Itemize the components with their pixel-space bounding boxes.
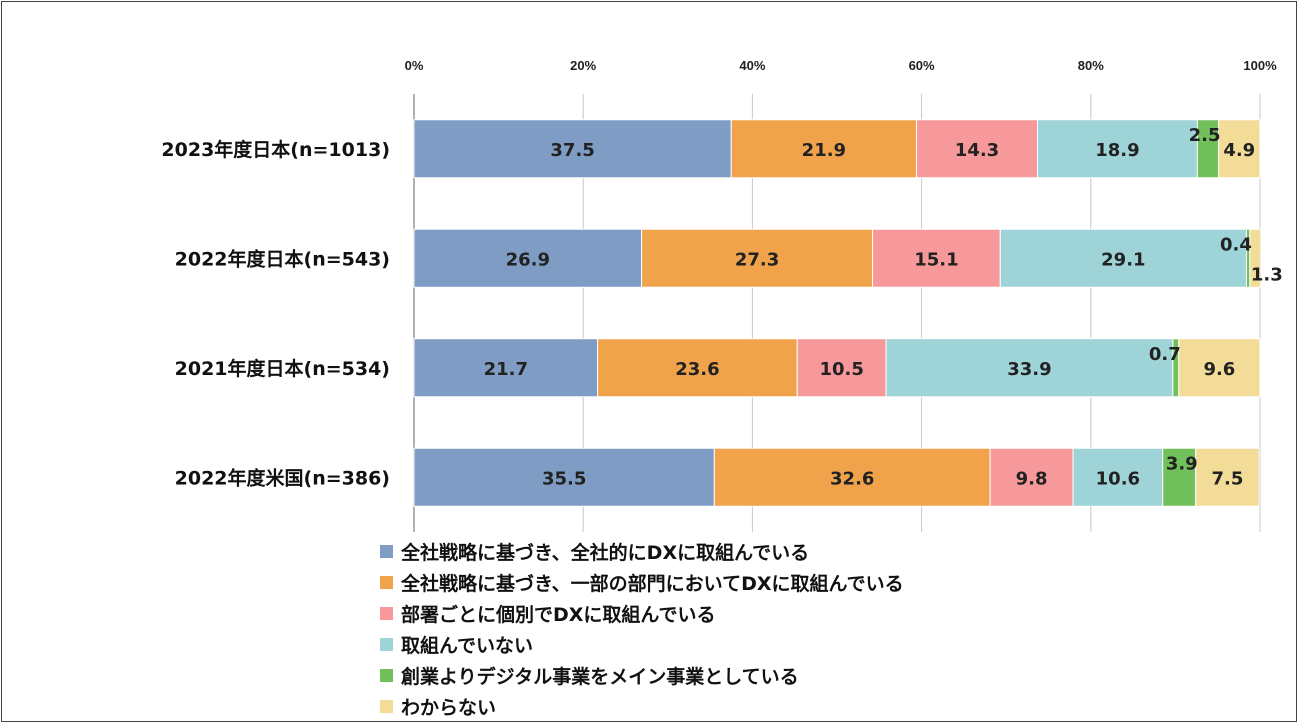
- bar-segment: [989, 447, 1074, 507]
- bar-segment: [713, 447, 991, 507]
- legend-label: 全社戦略に基づき、全社的にDXに取組んでいる: [401, 542, 810, 564]
- data-label: 21.9: [802, 140, 846, 161]
- legend-item: 全社戦略に基づき、全社的にDXに取組んでいる: [380, 536, 904, 567]
- x-tick-label: 40%: [739, 58, 765, 73]
- bar-segment: [413, 119, 732, 179]
- data-label: 32.6: [830, 468, 874, 489]
- data-label: 37.5: [550, 140, 594, 161]
- bar-segment: [1072, 447, 1164, 507]
- data-label: 14.3: [955, 140, 999, 161]
- data-label: 27.3: [735, 249, 779, 270]
- legend-item: わからない: [380, 691, 904, 722]
- data-label: 3.9: [1166, 453, 1198, 474]
- legend: 全社戦略に基づき、全社的にDXに取組んでいる全社戦略に基づき、一部の部門において…: [380, 536, 904, 722]
- data-label: 26.9: [506, 249, 550, 270]
- data-label: 0.7: [1149, 344, 1181, 365]
- bar-segment: [413, 228, 643, 288]
- x-tick-label: 80%: [1078, 58, 1104, 73]
- bar-segment: [885, 338, 1174, 398]
- category-label: 2023年度日本(n=1013): [161, 138, 390, 161]
- x-tick-label: 20%: [570, 58, 596, 73]
- data-label: 15.1: [914, 249, 958, 270]
- x-tick-label: 60%: [909, 58, 935, 73]
- data-label: 10.5: [819, 359, 863, 380]
- category-label: 2021年度日本(n=534): [175, 357, 390, 380]
- legend-item: 全社戦略に基づき、一部の部門においてDXに取組んでいる: [380, 567, 904, 598]
- legend-swatch: [380, 700, 393, 713]
- legend-label: 全社戦略に基づき、一部の部門においてDXに取組んでいる: [401, 573, 904, 595]
- legend-swatch: [380, 545, 393, 558]
- data-label: 33.9: [1007, 359, 1051, 380]
- data-label: 21.7: [484, 359, 528, 380]
- bar-segment: [1178, 338, 1261, 398]
- data-label: 35.5: [542, 468, 586, 489]
- x-tick-label: 0%: [405, 58, 424, 73]
- legend-item: 取組んでいない: [380, 629, 904, 660]
- bar-segment: [1195, 447, 1260, 507]
- bar-segment: [1249, 228, 1262, 288]
- data-label: 10.6: [1096, 468, 1140, 489]
- data-label: 1.3: [1251, 264, 1283, 285]
- data-label: 4.9: [1223, 140, 1255, 161]
- bar-segment: [597, 338, 798, 398]
- legend-item: 部署ごとに個別でDXに取組んでいる: [380, 598, 904, 629]
- data-label: 18.9: [1095, 140, 1139, 161]
- data-label: 2.5: [1189, 125, 1221, 146]
- data-label: 9.6: [1203, 359, 1235, 380]
- bar-segment: [1037, 119, 1198, 179]
- x-tick-label: 100%: [1243, 58, 1277, 73]
- bar-segment: [413, 447, 715, 507]
- legend-label: 取組んでいない: [401, 635, 534, 657]
- legend-label: わからない: [401, 697, 497, 719]
- bar-segment: [872, 228, 1001, 288]
- stacked-bar-chart: 0% 20% 40% 60% 80% 100% 2023年度日本(n=1013) 37.5 21…: [161, 58, 1283, 532]
- bar-segment: [999, 228, 1247, 288]
- legend-swatch: [380, 607, 393, 620]
- category-label: 2022年度米国(n=386): [175, 466, 390, 489]
- bar-segment: [641, 228, 874, 288]
- legend-label: 創業よりデジタル事業をメイン事業としている: [401, 666, 799, 688]
- data-label: 0.4: [1220, 234, 1252, 255]
- data-label: 23.6: [675, 359, 719, 380]
- legend-swatch: [380, 576, 393, 589]
- bar-segment: [1218, 119, 1261, 179]
- category-label: 2022年度日本(n=543): [175, 247, 390, 270]
- legend-item: 創業よりデジタル事業をメイン事業としている: [380, 660, 904, 691]
- legend-swatch: [380, 638, 393, 651]
- bar-segment: [413, 338, 599, 398]
- legend-swatch: [380, 669, 393, 682]
- data-label: 29.1: [1101, 249, 1145, 270]
- legend-label: 部署ごとに個別でDXに取組んでいる: [401, 604, 716, 626]
- data-label: 7.5: [1211, 468, 1243, 489]
- data-label: 9.8: [1016, 468, 1048, 489]
- bar-segment: [796, 338, 887, 398]
